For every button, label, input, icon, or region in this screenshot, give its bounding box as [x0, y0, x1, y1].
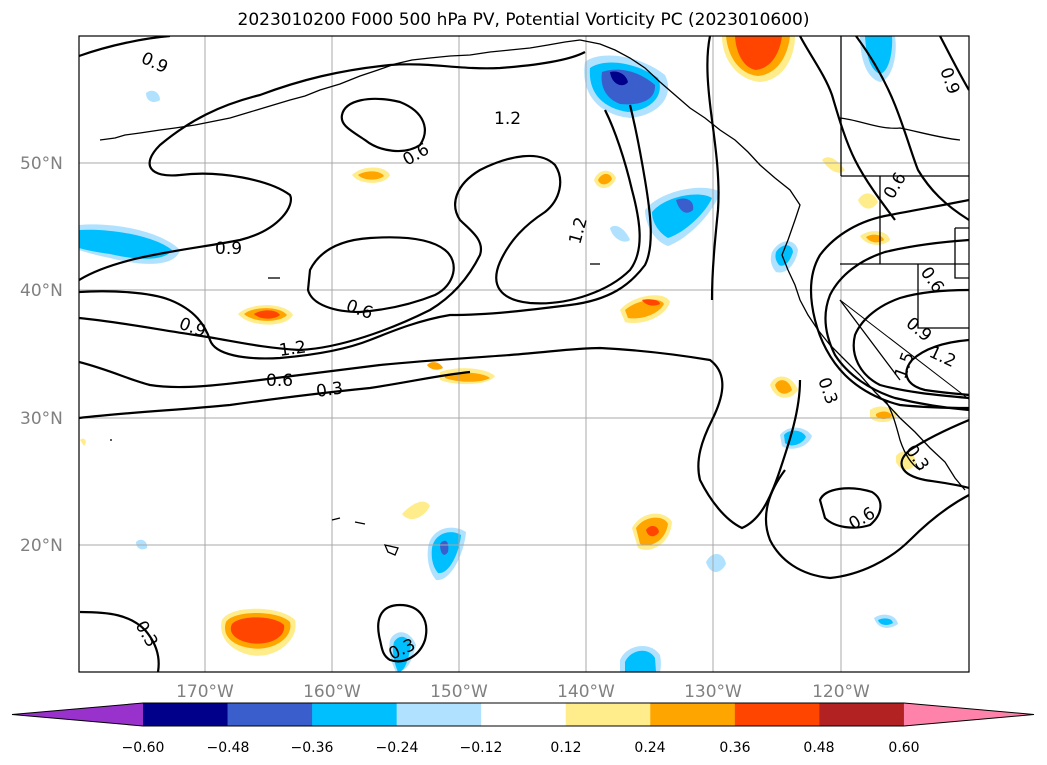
- pv-positive-area: [646, 526, 659, 537]
- pv-negative-area: [146, 90, 160, 102]
- colorbar-segment: [143, 703, 229, 726]
- lat-label: 40°N: [20, 281, 63, 301]
- pv-positive-area: [858, 193, 878, 209]
- map-frame: [78, 35, 970, 673]
- colorbar-tick-label: −0.12: [460, 740, 503, 756]
- pv-positive-area: [230, 617, 285, 644]
- colorbar-tick-label: −0.24: [376, 740, 419, 756]
- lon-label: 170°W: [176, 682, 234, 702]
- pv-negative-area: [610, 225, 630, 242]
- pv-contours: [79, 36, 969, 672]
- pv-negative-area: [79, 229, 172, 259]
- chart-title: 2023010200 F000 500 hPa PV, Potential Vo…: [237, 10, 810, 30]
- colorbar-segment: [312, 703, 398, 726]
- longitude-labels: 170°W 160°W 150°W 140°W 130°W 120°W: [176, 682, 870, 702]
- colorbar-outline: [11, 702, 1035, 727]
- colorbar-tick-label: 0.24: [634, 740, 665, 756]
- colorbar-tick-label: 0.12: [550, 740, 581, 756]
- colorbar-tick-label: 0.60: [888, 740, 919, 756]
- colorbar-segment: [650, 703, 736, 726]
- contour-label: 1.2: [278, 337, 308, 361]
- contour-label: 0.6: [266, 371, 293, 391]
- lon-label: 140°W: [557, 682, 615, 702]
- pv-positive-area: [876, 411, 892, 419]
- colorbar-segment: [481, 703, 567, 726]
- pv-positive-area: [80, 438, 86, 446]
- lat-label: 30°N: [20, 409, 63, 429]
- colorbar-extend-min: [12, 703, 143, 726]
- dotted-contours: [839, 299, 969, 400]
- pv-negative-area: [610, 71, 628, 86]
- lat-label: 50°N: [20, 154, 63, 174]
- pv-positive-area: [775, 380, 792, 394]
- colorbar-tick-label: −0.36: [291, 740, 334, 756]
- pv-negative-area: [676, 198, 694, 213]
- pv-negative-area: [878, 618, 893, 625]
- lon-label: 150°W: [430, 682, 488, 702]
- colorbar-extend-max: [903, 703, 1034, 726]
- pv-positive-area: [445, 372, 490, 382]
- contour-label: 0.3: [315, 378, 345, 402]
- pv-negative-area: [652, 194, 712, 238]
- pv-negative-area: [440, 540, 449, 555]
- pv-negative-area: [775, 245, 793, 266]
- pv-positive-area: [402, 501, 430, 520]
- lon-label: 120°W: [812, 682, 870, 702]
- pv-positive-area: [254, 310, 280, 319]
- pv-positive-area: [427, 362, 443, 370]
- colorbar-tick-label: 0.36: [719, 740, 750, 756]
- pv-negative-area: [865, 36, 893, 74]
- colorbar-segment: [565, 703, 651, 726]
- lon-label: 160°W: [303, 682, 361, 702]
- lon-label: 130°W: [684, 682, 742, 702]
- colorbar-tick-label: −0.60: [122, 740, 165, 756]
- colorbar: [11, 702, 1035, 727]
- colorbar-tick-label: −0.48: [207, 740, 250, 756]
- pv-negative-area: [393, 636, 411, 672]
- graticule: [79, 36, 969, 672]
- pv-positive-area: [358, 171, 384, 180]
- colorbar-segment: [819, 703, 905, 726]
- pv-positive-area: [642, 299, 660, 306]
- colorbar-segment: [734, 703, 820, 726]
- colorbar-segment: [396, 703, 482, 726]
- lat-label: 20°N: [20, 536, 63, 556]
- pv-positive-area: [598, 173, 612, 185]
- coastlines: [99, 36, 969, 556]
- colorbar-ticks: −0.60 −0.48 −0.36 −0.24 −0.12 0.12 0.24 …: [122, 740, 920, 756]
- colorbar-segment: [227, 703, 313, 726]
- contour-label: 1.2: [494, 109, 521, 129]
- pv-negative-area: [706, 553, 726, 573]
- colorbar-tick-label: 0.48: [803, 740, 834, 756]
- pv-negative-area: [625, 650, 656, 672]
- pv-positive-area: [735, 36, 782, 70]
- pv-positive-area: [822, 157, 845, 173]
- contour-label: 0.9: [215, 239, 242, 259]
- latitude-labels: 50°N 40°N 30°N 20°N: [20, 154, 63, 556]
